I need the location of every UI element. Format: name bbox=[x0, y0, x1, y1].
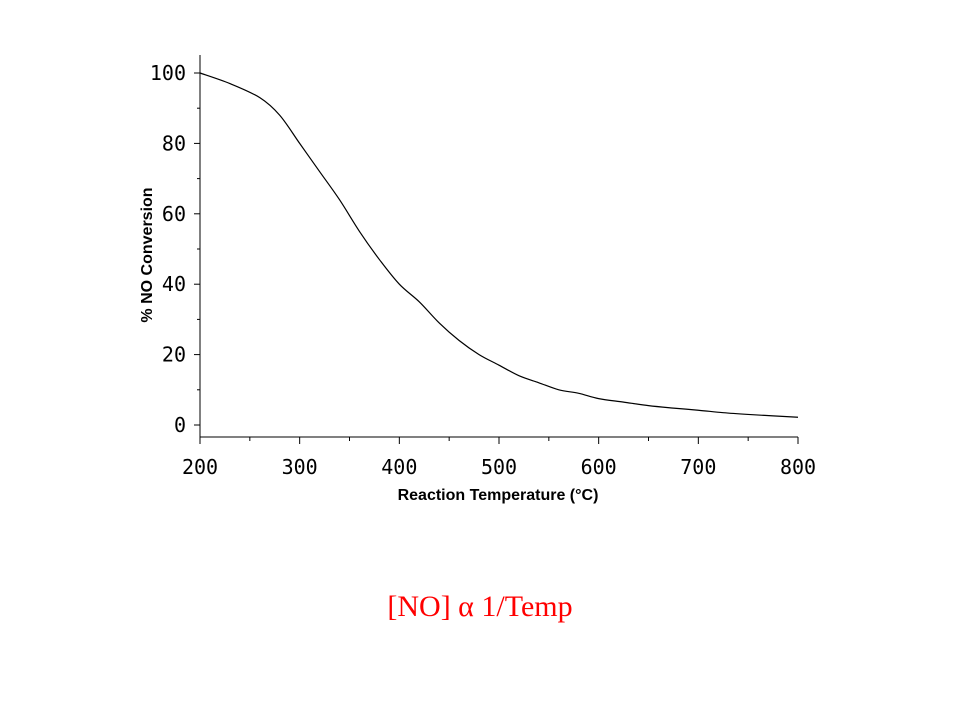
chart-tick-labels: 0 20 40 60 80 100 200 300 400 500 600 700 800 bbox=[150, 61, 816, 479]
x-tick-label: 800 bbox=[780, 455, 816, 479]
y-tick-label: 0 bbox=[174, 413, 186, 437]
y-tick-label: 60 bbox=[162, 202, 186, 226]
conversion-curve bbox=[199, 72, 799, 418]
x-tick-label: 200 bbox=[182, 455, 218, 479]
x-tick-label: 500 bbox=[481, 455, 517, 479]
chart-ticks bbox=[194, 72, 799, 444]
y-tick-label: 20 bbox=[162, 343, 186, 367]
no-conversion-chart: 0 20 40 60 80 100 200 300 400 500 600 700 800 Reacti… bbox=[139, 55, 816, 504]
y-tick-label: 40 bbox=[162, 272, 186, 296]
x-tick-label: 600 bbox=[581, 455, 617, 479]
x-tick-label: 700 bbox=[680, 455, 716, 479]
x-axis-title: Reaction Temperature (°C) bbox=[398, 487, 599, 504]
y-tick-label: 100 bbox=[150, 61, 186, 85]
x-tick-label: 300 bbox=[282, 455, 318, 479]
chart-axes bbox=[199, 55, 798, 438]
x-tick-label: 400 bbox=[381, 455, 417, 479]
y-tick-label: 80 bbox=[162, 131, 186, 155]
y-axis-title: % NO Conversion bbox=[139, 187, 156, 322]
caption: [NO] α 1/Temp bbox=[387, 590, 573, 623]
